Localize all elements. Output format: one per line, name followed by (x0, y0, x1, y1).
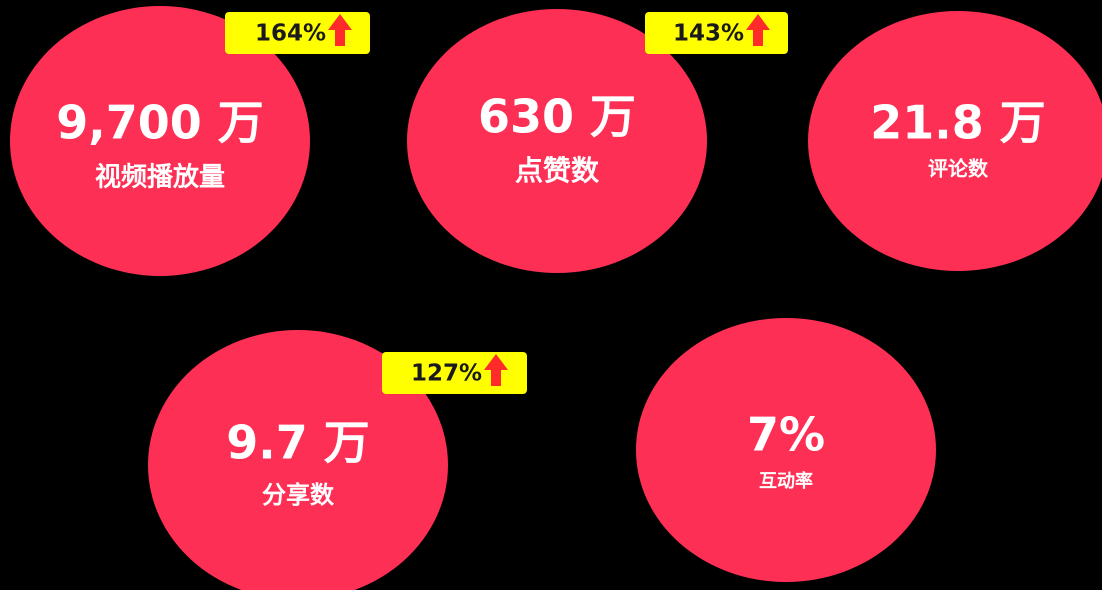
stat-circle (148, 330, 448, 590)
up-arrow (484, 354, 508, 386)
stat-value: 9.7 万 (226, 416, 370, 470)
stat-value: 9,700 万 (56, 96, 264, 150)
growth-badge-text: 164% (255, 21, 326, 47)
stat-value: 630 万 (478, 90, 636, 144)
stat-label: 点赞数 (515, 154, 600, 187)
stat-label: 分享数 (262, 481, 335, 509)
growth-badge-text: 127% (411, 361, 482, 387)
stat-label: 视频播放量 (95, 162, 225, 193)
stat-value: 21.8 万 (870, 96, 1046, 150)
stat-circle (407, 9, 707, 273)
stat-circle (636, 318, 936, 582)
growth-badge-text: 143% (673, 21, 744, 47)
stat-circle (10, 6, 310, 276)
stat-circle (808, 11, 1102, 271)
stat-label: 评论数 (928, 157, 989, 181)
up-arrow (746, 14, 770, 46)
stat-label: 互动率 (759, 470, 813, 492)
stat-value: 7% (747, 408, 825, 462)
up-arrow (328, 14, 352, 46)
